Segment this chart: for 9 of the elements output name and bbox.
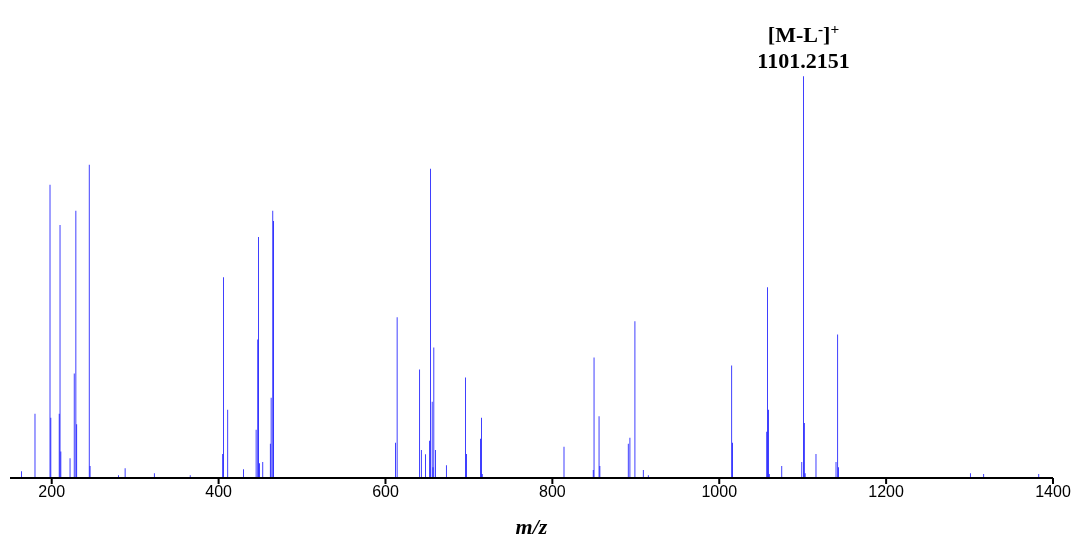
x-tick-label: 800 [539,483,566,501]
x-tick-label: 1000 [701,483,738,501]
x-tick-label: 200 [38,483,66,501]
x-axis-title: m/z [515,514,548,539]
x-tick-label: 1200 [868,483,905,501]
x-tick-label: 1400 [1035,483,1071,501]
x-tick-label: 600 [372,483,399,501]
annotation: [M-L$^{-}$]$^{+}$ 1101.2151 [757,19,850,74]
x-tick-label: 400 [205,483,233,501]
